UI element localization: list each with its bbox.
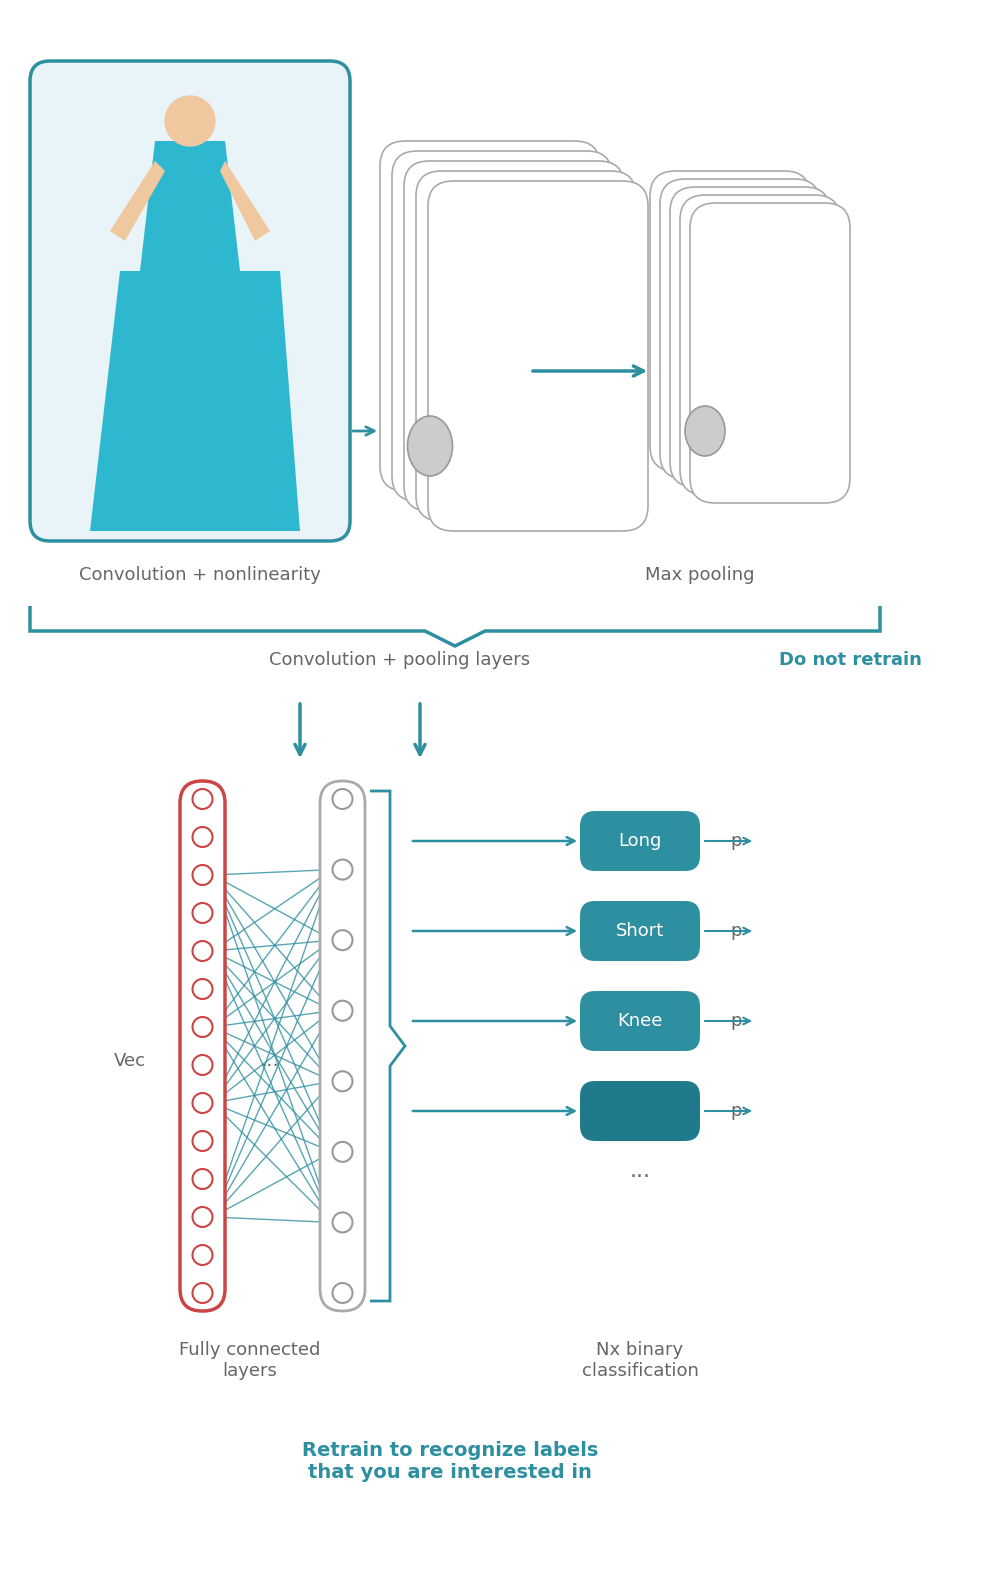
Circle shape [332,1212,352,1233]
Text: Do not retrain: Do not retrain [779,651,921,668]
FancyBboxPatch shape [428,181,648,531]
FancyBboxPatch shape [416,170,636,520]
FancyBboxPatch shape [660,180,820,479]
Text: ...: ... [261,1052,279,1071]
FancyBboxPatch shape [670,188,830,487]
Text: Convolution + nonlinearity: Convolution + nonlinearity [79,566,321,584]
Circle shape [192,1208,212,1227]
Circle shape [332,931,352,950]
Text: p: p [730,832,742,850]
Text: p: p [730,1103,742,1120]
Circle shape [192,1017,212,1037]
Circle shape [192,1093,212,1114]
Circle shape [192,940,212,961]
Text: Max pooling: Max pooling [645,566,755,584]
FancyBboxPatch shape [580,991,700,1052]
Text: p: p [730,1012,742,1029]
FancyBboxPatch shape [580,811,700,870]
Circle shape [192,866,212,885]
Circle shape [332,1282,352,1303]
Ellipse shape [408,415,452,476]
Text: Knee: Knee [617,1012,663,1029]
FancyBboxPatch shape [580,901,700,961]
FancyBboxPatch shape [380,142,600,492]
Polygon shape [110,161,165,240]
FancyBboxPatch shape [404,161,624,511]
Circle shape [332,1071,352,1091]
Circle shape [192,978,212,999]
Circle shape [332,859,352,880]
Text: p: p [730,923,742,940]
FancyBboxPatch shape [690,204,850,503]
Polygon shape [140,142,240,270]
Circle shape [332,1142,352,1161]
Text: Fully connected
layers: Fully connected layers [179,1341,321,1379]
Polygon shape [220,161,270,240]
FancyBboxPatch shape [392,151,612,501]
Circle shape [192,789,212,808]
Circle shape [192,1169,212,1188]
FancyBboxPatch shape [580,1080,700,1141]
Text: Long: Long [618,832,662,850]
Circle shape [192,904,212,923]
Text: 👗: 👗 [157,248,223,355]
Ellipse shape [685,406,725,457]
FancyBboxPatch shape [180,781,225,1311]
Circle shape [332,1001,352,1021]
Circle shape [192,827,212,846]
Circle shape [165,95,215,146]
FancyBboxPatch shape [680,196,840,495]
Circle shape [332,789,352,808]
Polygon shape [90,270,300,531]
Circle shape [192,1055,212,1076]
Text: Short: Short [616,923,664,940]
Circle shape [192,1131,212,1150]
Text: Convolution + pooling layers: Convolution + pooling layers [269,651,531,668]
FancyBboxPatch shape [650,170,810,471]
Text: Retrain to recognize labels
that you are interested in: Retrain to recognize labels that you are… [302,1441,598,1481]
FancyBboxPatch shape [320,781,365,1311]
Text: Vec: Vec [114,1052,146,1071]
Circle shape [192,1246,212,1265]
FancyBboxPatch shape [30,60,350,541]
Text: Nx binary
classification: Nx binary classification [582,1341,698,1379]
Text: ...: ... [630,1161,650,1181]
Circle shape [192,1282,212,1303]
